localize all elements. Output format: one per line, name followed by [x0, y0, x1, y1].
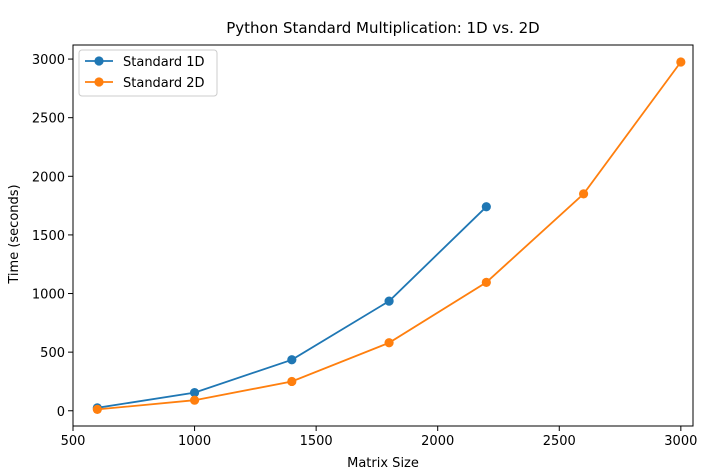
legend-label: Standard 2D [123, 76, 205, 91]
legend-item: Standard 2D [85, 76, 205, 91]
data-point [481, 277, 491, 287]
y-tick-label: 1000 [32, 288, 65, 303]
y-tick-label: 3000 [32, 53, 65, 68]
x-tick-label: 3000 [664, 434, 697, 449]
series-line [97, 61, 682, 411]
data-point [287, 376, 297, 387]
data-point [481, 202, 491, 212]
x-axis-label: Matrix Size [347, 456, 419, 471]
x-tick-label: 1000 [178, 434, 211, 449]
plot-area [92, 57, 686, 414]
x-tick-label: 2500 [543, 434, 576, 449]
legend-marker [94, 77, 104, 87]
data-point [384, 338, 394, 348]
y-tick-label: 500 [40, 346, 65, 361]
x-tick-label: 2000 [421, 434, 454, 449]
plot-frame [72, 44, 694, 427]
legend-label: Standard 1D [123, 55, 205, 70]
y-tick-label: 2500 [32, 112, 65, 127]
x-tick-label: 1500 [300, 434, 333, 449]
data-point [384, 296, 394, 306]
data-point [287, 355, 297, 365]
y-tick-label: 0 [57, 405, 65, 420]
legend-item: Standard 1D [85, 55, 205, 70]
legend-marker [94, 56, 104, 66]
data-point [92, 404, 102, 414]
legend-box [78, 49, 218, 97]
data-point [189, 387, 200, 398]
data-point [676, 57, 686, 67]
series-2 [92, 57, 686, 414]
data-point [189, 395, 200, 405]
x-axis: 500 1000 1500 2000 2500 3000 [61, 426, 697, 449]
y-axis: 0 500 1000 1500 2000 2500 3000 [32, 53, 73, 420]
chart-title: Python Standard Multiplication: 1D vs. 2… [226, 19, 539, 37]
x-tick-label: 500 [61, 434, 86, 449]
y-tick-label: 1500 [32, 229, 65, 244]
data-point [578, 189, 589, 199]
y-axis-label: Time (seconds) [7, 184, 22, 284]
legend: Standard 1D Standard 2D [78, 49, 218, 97]
y-tick-label: 2000 [32, 170, 65, 185]
